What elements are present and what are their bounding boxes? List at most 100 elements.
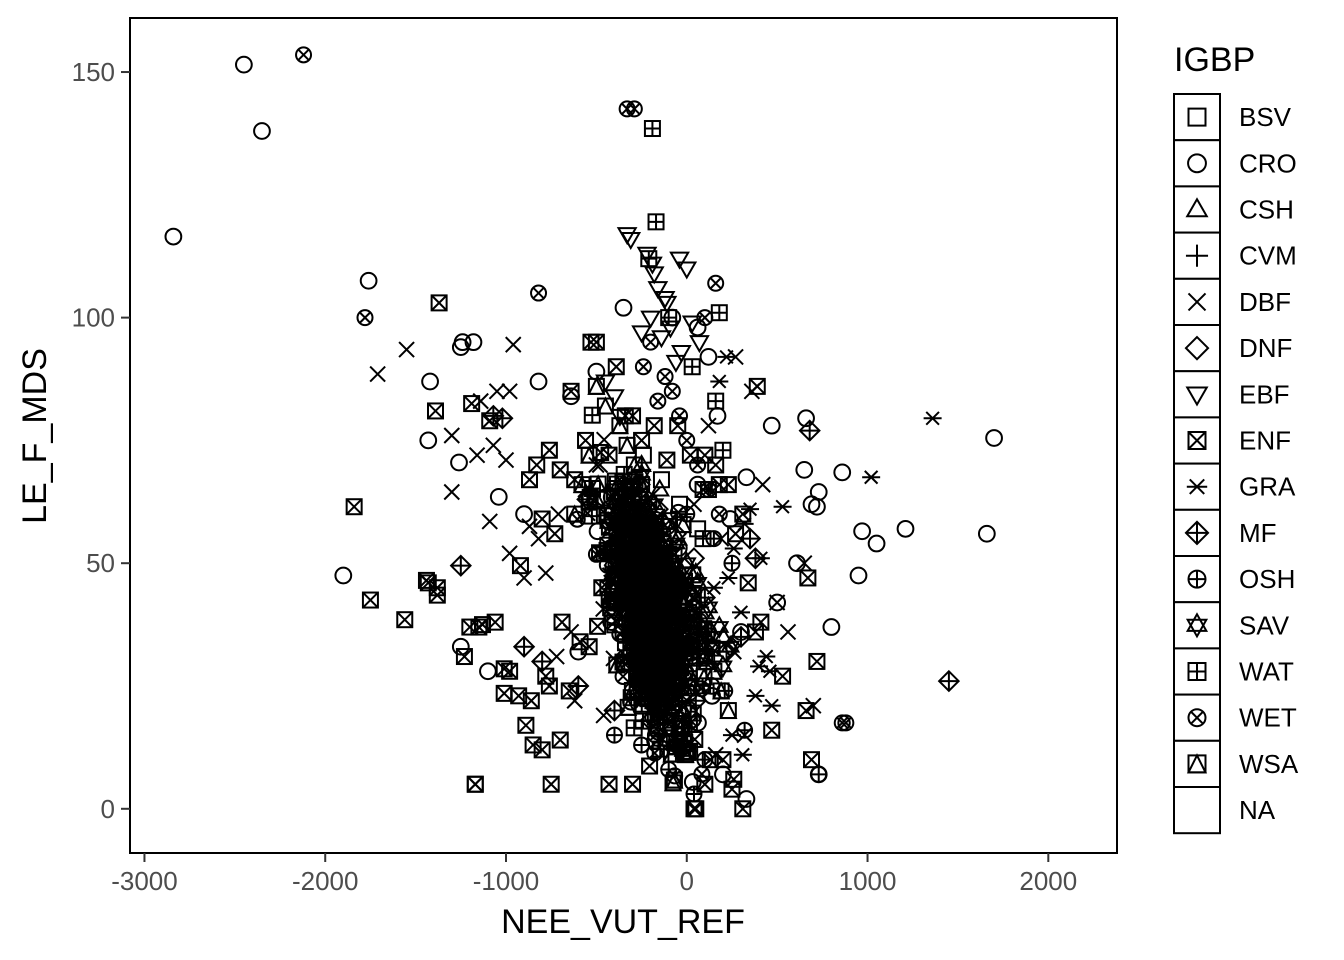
scatter-point	[633, 736, 651, 754]
scatter-point	[596, 396, 615, 415]
scatter-point	[658, 451, 676, 469]
scatter-point	[707, 274, 725, 292]
scatter-point	[235, 55, 253, 74]
scatter-point	[671, 495, 689, 513]
scatter-point	[620, 232, 642, 251]
scatter-point	[683, 612, 702, 631]
scatter-point	[253, 122, 271, 140]
legend-key-symbol	[1184, 335, 1210, 361]
scatter-point	[512, 635, 536, 658]
scatter-point	[662, 579, 679, 597]
scatter-point	[744, 547, 767, 570]
scatter-point	[524, 736, 542, 754]
scatter-point	[696, 751, 714, 769]
scatter-point	[685, 785, 703, 803]
scatter-point	[419, 431, 438, 450]
scatter-point	[642, 565, 660, 583]
legend-label: WAT	[1239, 657, 1294, 687]
scatter-point	[551, 731, 569, 749]
legend-item: OSH	[1173, 555, 1295, 604]
legend-label: NA	[1239, 795, 1276, 825]
legend-key-box	[1173, 324, 1221, 373]
scatter-point	[654, 628, 672, 646]
legend-key-symbol	[1186, 753, 1208, 774]
legend-label: CRO	[1239, 148, 1297, 178]
legend: BSV CRO CSH CVM DBF DNF EBF ENF GRA MF OSH SAV WAT WE…	[1173, 93, 1299, 835]
scatter-point	[587, 333, 605, 351]
x-axis-title: NEE_VUT_REF	[501, 903, 745, 941]
scatter-point	[430, 294, 448, 312]
scatter-point	[607, 612, 624, 630]
scatter-point	[680, 603, 698, 621]
scatter-point	[663, 714, 680, 731]
scatter-point	[463, 395, 481, 413]
scatter-point	[625, 455, 644, 474]
scatter-point	[732, 605, 750, 620]
scatter-point	[752, 613, 770, 631]
y-tick-label: 150	[72, 57, 115, 87]
scatter-point	[684, 689, 707, 712]
scatter-point	[808, 652, 826, 670]
legend-item: EBF	[1173, 370, 1290, 419]
scatter-point	[649, 392, 667, 410]
scatter-point	[658, 552, 680, 571]
legend-key-symbol	[1187, 431, 1207, 450]
legend-item: ENF	[1173, 416, 1291, 465]
scatter-point	[530, 530, 547, 547]
legend-item: BSV	[1173, 93, 1292, 142]
scatter-point	[634, 358, 652, 376]
scatter-point	[714, 441, 732, 459]
scatter-point	[799, 569, 817, 587]
scatter-point	[600, 775, 618, 793]
scatter-point	[489, 488, 508, 506]
scatter-point	[937, 669, 961, 693]
scatter-point	[610, 415, 630, 435]
scatter-point	[734, 800, 752, 818]
scatter-point	[640, 527, 661, 546]
scatter-point	[486, 613, 504, 631]
scatter-point	[707, 392, 725, 410]
scatter-point	[361, 591, 379, 609]
legend-label: BSV	[1239, 102, 1292, 132]
scatter-point	[562, 382, 580, 400]
y-tick-label: 0	[101, 794, 115, 824]
scatter-point	[601, 593, 620, 612]
scatter-point	[450, 453, 468, 472]
scatter-point	[779, 623, 797, 641]
scatter-point	[737, 790, 756, 808]
legend-label: GRA	[1239, 472, 1296, 502]
scatter-point	[698, 641, 719, 662]
scatter-point	[797, 702, 815, 720]
legend-key-box	[1173, 786, 1221, 835]
x-tick-label: -3000	[111, 866, 178, 896]
scatter-point	[739, 574, 757, 592]
scatter-point	[427, 402, 444, 420]
scatter-point	[660, 761, 678, 778]
scatter-point	[622, 503, 643, 522]
legend-item: CRO	[1173, 139, 1297, 188]
scatter-point	[853, 522, 871, 541]
legend-label: CVM	[1239, 241, 1297, 271]
legend-label: MF	[1239, 518, 1277, 548]
scatter-point	[643, 120, 661, 138]
legend-label: CSH	[1239, 195, 1294, 225]
scatter-point	[618, 487, 639, 512]
scatter-point	[694, 530, 712, 548]
scatter-point	[757, 649, 776, 664]
scatter-point	[723, 554, 741, 572]
scatter-point	[768, 593, 787, 612]
scatter-point	[660, 320, 681, 339]
scatter-point	[533, 510, 551, 528]
scatter-point	[615, 465, 633, 483]
scatter-point	[550, 505, 567, 523]
scatter-point	[710, 374, 729, 389]
scatter-point	[738, 527, 762, 550]
scatter-point	[683, 773, 702, 791]
scatter-point	[736, 721, 754, 739]
scatter-point	[551, 461, 569, 479]
plot-panel	[129, 17, 1118, 854]
scatter-point	[468, 446, 486, 464]
scatter-point	[470, 618, 488, 636]
scatter-point	[762, 416, 781, 435]
scatter-point	[664, 522, 688, 545]
